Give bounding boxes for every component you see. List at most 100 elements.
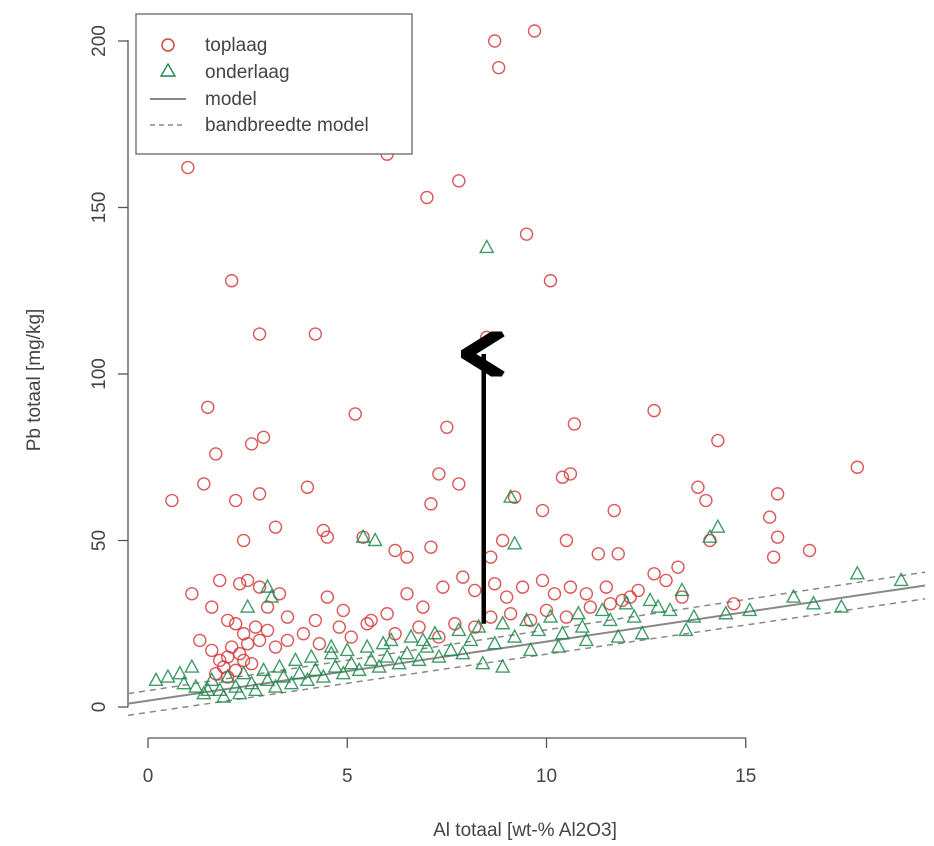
toplaag-point bbox=[185, 587, 199, 601]
toplaag-point bbox=[603, 597, 617, 611]
toplaag-point bbox=[487, 577, 502, 591]
toplaag-point bbox=[691, 480, 705, 494]
onderlaag-point bbox=[403, 628, 419, 643]
toplaag-point bbox=[360, 617, 374, 631]
toplaag-point bbox=[659, 573, 673, 588]
onderlaag-point bbox=[287, 651, 304, 667]
toplaag-point bbox=[491, 60, 506, 75]
onderlaag-point bbox=[674, 581, 690, 597]
onderlaag-point bbox=[487, 635, 503, 650]
toplaag-point bbox=[240, 573, 255, 588]
onderlaag-point bbox=[678, 621, 694, 637]
toplaag-point bbox=[699, 493, 713, 508]
toplaag-point bbox=[675, 590, 689, 604]
legend-box bbox=[135, 13, 413, 155]
toplaag-point bbox=[543, 274, 558, 288]
toplaag-point bbox=[468, 620, 482, 634]
toplaag-point bbox=[559, 610, 574, 624]
toplaag-point bbox=[523, 613, 538, 628]
toplaag-point bbox=[436, 580, 450, 594]
onderlaag-point bbox=[642, 591, 658, 607]
onderlaag-point bbox=[323, 638, 339, 653]
toplaag-point bbox=[766, 550, 781, 564]
onderlaag-point bbox=[411, 651, 427, 667]
onderlaag-point bbox=[574, 618, 591, 633]
toplaag-point bbox=[527, 24, 542, 38]
onderlaag-point bbox=[451, 621, 467, 637]
toplaag-point bbox=[495, 533, 510, 548]
legend-label-onderlaag: onderlaag bbox=[205, 62, 290, 83]
toplaag-point bbox=[480, 330, 494, 345]
y-tick-label: 150 bbox=[89, 192, 110, 224]
onderlaag-point bbox=[363, 651, 379, 667]
toplaag-point bbox=[484, 550, 498, 564]
toplaag-point bbox=[591, 547, 606, 561]
onderlaag-point bbox=[343, 655, 359, 670]
onderlaag-point bbox=[283, 675, 300, 690]
toplaag-point bbox=[515, 580, 530, 594]
onderlaag-point bbox=[662, 601, 678, 617]
toplaag-point bbox=[487, 34, 502, 48]
toplaag-point bbox=[244, 437, 259, 451]
legend-marker-onderlaag bbox=[159, 62, 177, 77]
legend: toplaag onderlaag model bandbreedte mode… bbox=[135, 13, 413, 155]
onderlaag-point bbox=[259, 578, 276, 593]
toplaag-point bbox=[252, 633, 267, 648]
toplaag-point bbox=[432, 630, 446, 644]
toplaag-point bbox=[332, 620, 346, 634]
onderlaag-point bbox=[618, 595, 634, 610]
toplaag-point bbox=[220, 613, 235, 628]
onderlaag-point bbox=[379, 648, 395, 663]
model-line bbox=[128, 584, 926, 705]
onderlaag-point bbox=[542, 608, 559, 623]
onderlaag-point bbox=[443, 641, 459, 657]
toplaag-point bbox=[416, 600, 430, 614]
toplaag-point bbox=[344, 630, 358, 644]
toplaag-point bbox=[555, 470, 570, 484]
onderlaag-point bbox=[602, 611, 618, 627]
legend-label-toplaag: toplaag bbox=[205, 35, 267, 56]
onderlaag-point bbox=[455, 645, 471, 660]
toplaag-point bbox=[802, 543, 817, 558]
toplaag-point bbox=[599, 580, 613, 594]
toplaag-point bbox=[364, 613, 378, 628]
onderlaag-point bbox=[494, 658, 511, 673]
onderlaag-point bbox=[227, 678, 244, 693]
onderlaag-point bbox=[893, 571, 909, 587]
toplaag-point bbox=[499, 590, 514, 604]
toplaag-point bbox=[181, 160, 195, 175]
toplaag-point bbox=[209, 447, 223, 461]
onderlaag-point bbox=[148, 671, 164, 687]
onderlaag-point bbox=[355, 528, 371, 543]
toplaag-point bbox=[232, 647, 247, 661]
toplaag-point bbox=[420, 190, 434, 205]
onderlaag-point bbox=[271, 658, 288, 673]
x-tick-label: 5 bbox=[342, 766, 353, 787]
onderlaag-point bbox=[463, 631, 479, 647]
toplaag-point bbox=[256, 430, 271, 444]
onderlaag-point bbox=[335, 665, 351, 680]
onderlaag-point bbox=[686, 608, 702, 623]
toplaag-point bbox=[559, 533, 574, 548]
toplaag-point bbox=[380, 607, 394, 621]
toplaag-point bbox=[519, 227, 534, 241]
onderlaag-point bbox=[367, 532, 383, 547]
toplaag-point bbox=[213, 573, 227, 588]
toplaag-point bbox=[400, 587, 414, 601]
toplaag-point bbox=[468, 583, 482, 598]
toplaag-point bbox=[280, 633, 295, 648]
toplaag-point bbox=[252, 580, 267, 594]
toplaag-point bbox=[248, 620, 263, 634]
onderlaag-point bbox=[475, 655, 491, 670]
toplaag-point bbox=[711, 433, 725, 448]
toplaag-point bbox=[535, 573, 550, 588]
onderlaag-point bbox=[255, 661, 272, 677]
toplaag-point bbox=[280, 610, 295, 624]
toplaag-point bbox=[228, 617, 243, 631]
onderlaag-point bbox=[188, 678, 204, 693]
onderlaag-point bbox=[172, 665, 188, 680]
onderlaag-point bbox=[339, 641, 355, 657]
toplaag-point bbox=[424, 497, 438, 511]
toplaag-point bbox=[316, 523, 331, 538]
onderlaag-point bbox=[184, 658, 200, 673]
